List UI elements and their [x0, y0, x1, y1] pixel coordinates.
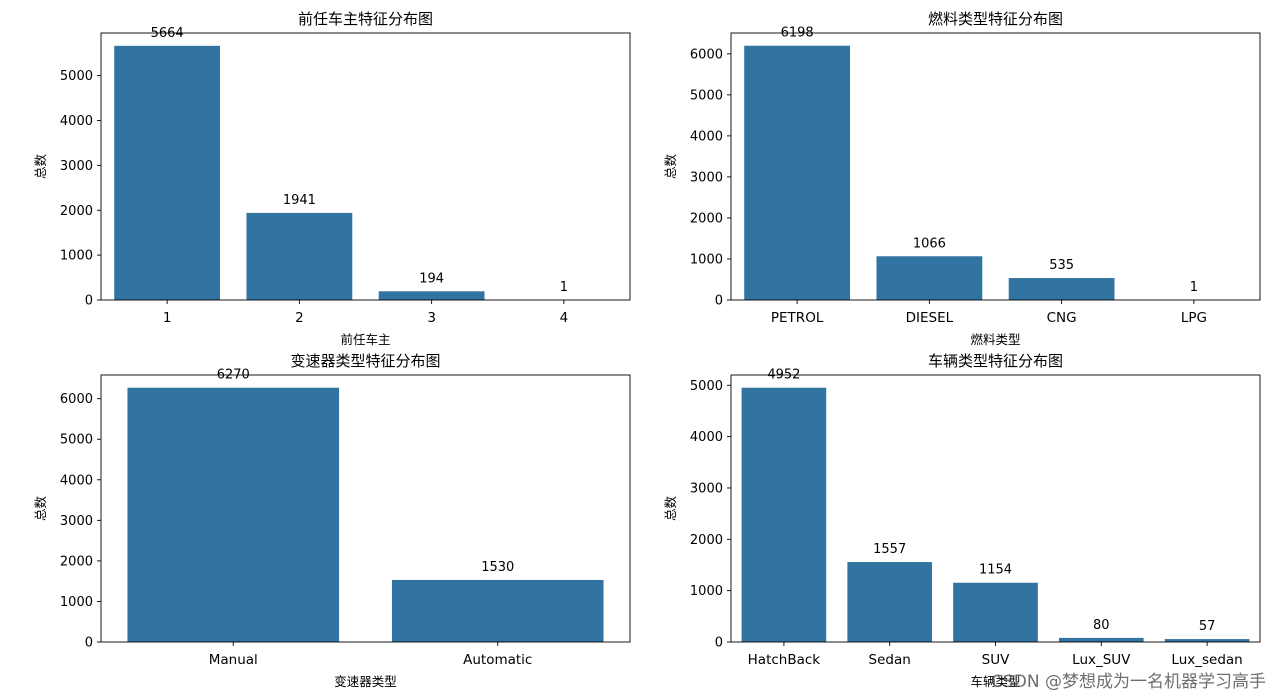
- x-tick-label-SUV: SUV: [982, 652, 1010, 668]
- chart-title: 变速器类型特征分布图: [290, 352, 440, 370]
- axes-frame: [730, 32, 1261, 301]
- y-axis-label: 总数: [33, 496, 48, 522]
- x-axis-label: 燃料类型: [970, 332, 1020, 347]
- y-axis-label: 总数: [663, 154, 678, 180]
- x-tick-label-Sedan: Sedan: [869, 652, 911, 668]
- y-tick-label-0: 0: [85, 636, 93, 651]
- y-tick-label-3000: 3000: [690, 170, 723, 185]
- y-tick-label-6000: 6000: [690, 47, 723, 62]
- bar-PETROL: [744, 45, 851, 300]
- x-tick-label-Lux_SUV: Lux_SUV: [1072, 652, 1131, 668]
- y-tick-label-3000: 3000: [60, 514, 93, 529]
- x-axis-label: 车辆类型: [970, 674, 1020, 689]
- chart-panel-2: 6198106653510100020003000400050006000PET…: [663, 10, 1261, 347]
- data-label-2: 1941: [283, 193, 316, 208]
- bar-SUV: [953, 582, 1038, 642]
- y-tick-label-0: 0: [715, 636, 723, 651]
- x-tick-label-Lux_sedan: Lux_sedan: [1171, 652, 1242, 668]
- y-axis-label: 总数: [663, 496, 678, 522]
- data-label-Lux_SUV: 80: [1093, 618, 1110, 633]
- y-tick-label-2000: 2000: [690, 211, 723, 226]
- y-tick-label-0: 0: [85, 294, 93, 309]
- bar-Lux_sedan: [1164, 639, 1250, 642]
- x-tick-label-Manual: Manual: [209, 652, 258, 668]
- data-label-CNG: 535: [1049, 258, 1074, 273]
- data-label-Automatic: 1530: [481, 560, 514, 575]
- bar-1: [114, 45, 221, 300]
- bar-Sedan: [847, 562, 933, 642]
- chart-title: 车辆类型特征分布图: [928, 352, 1063, 370]
- data-label-LPG: 1: [1190, 280, 1198, 295]
- chart-title: 燃料类型特征分布图: [928, 10, 1063, 28]
- bar-Lux_SUV: [1058, 637, 1144, 642]
- y-tick-label-3000: 3000: [60, 159, 93, 174]
- bar-Manual: [127, 387, 340, 642]
- y-tick-label-5000: 5000: [690, 379, 723, 394]
- y-tick-label-5000: 5000: [690, 88, 723, 103]
- y-tick-label-4000: 4000: [60, 114, 93, 129]
- data-label-SUV: 1154: [979, 563, 1012, 578]
- y-tick-label-1000: 1000: [690, 584, 723, 599]
- x-tick-label-PETROL: PETROL: [771, 310, 824, 326]
- data-label-Sedan: 1557: [873, 542, 906, 557]
- data-label-3: 194: [419, 271, 444, 286]
- x-tick-label-4: 4: [560, 310, 569, 326]
- y-tick-label-4000: 4000: [60, 473, 93, 488]
- watermark-text: CSDN @梦想成为一名机器学习高手: [991, 672, 1266, 692]
- bar-2: [246, 212, 353, 300]
- axes-frame: [100, 32, 631, 301]
- x-tick-label-Automatic: Automatic: [463, 652, 532, 668]
- data-label-DIESEL: 1066: [913, 236, 946, 251]
- x-axis-label: 前任车主: [340, 332, 390, 347]
- y-tick-label-0: 0: [715, 294, 723, 309]
- chart-title: 前任车主特征分布图: [298, 10, 433, 28]
- x-tick-label-DIESEL: DIESEL: [906, 310, 954, 326]
- y-tick-label-4000: 4000: [690, 129, 723, 144]
- y-tick-label-4000: 4000: [690, 430, 723, 445]
- bar-HatchBack: [741, 387, 827, 642]
- x-tick-label-2: 2: [295, 310, 304, 326]
- data-label-Lux_sedan: 57: [1199, 619, 1216, 634]
- x-tick-label-LPG: LPG: [1181, 310, 1207, 326]
- x-tick-label-HatchBack: HatchBack: [748, 652, 821, 668]
- bar-Automatic: [391, 579, 604, 642]
- y-tick-label-1000: 1000: [60, 595, 93, 610]
- x-tick-label-CNG: CNG: [1047, 310, 1077, 326]
- y-tick-label-1000: 1000: [690, 252, 723, 267]
- y-tick-label-3000: 3000: [690, 481, 723, 496]
- y-tick-label-2000: 2000: [60, 554, 93, 569]
- y-tick-label-5000: 5000: [60, 433, 93, 448]
- bar-CNG: [1008, 278, 1115, 300]
- x-axis-label: 变速器类型: [334, 674, 397, 689]
- y-tick-label-2000: 2000: [690, 533, 723, 548]
- bar-DIESEL: [876, 256, 983, 300]
- x-tick-label-1: 1: [163, 310, 172, 326]
- y-axis-label: 总数: [33, 154, 48, 180]
- data-label-4: 1: [560, 280, 568, 295]
- axes-frame: [100, 374, 631, 643]
- y-tick-label-6000: 6000: [60, 392, 93, 407]
- x-tick-label-3: 3: [427, 310, 436, 326]
- y-tick-label-1000: 1000: [60, 249, 93, 264]
- bar-3: [378, 291, 485, 300]
- y-tick-label-2000: 2000: [60, 204, 93, 219]
- y-tick-label-5000: 5000: [60, 69, 93, 84]
